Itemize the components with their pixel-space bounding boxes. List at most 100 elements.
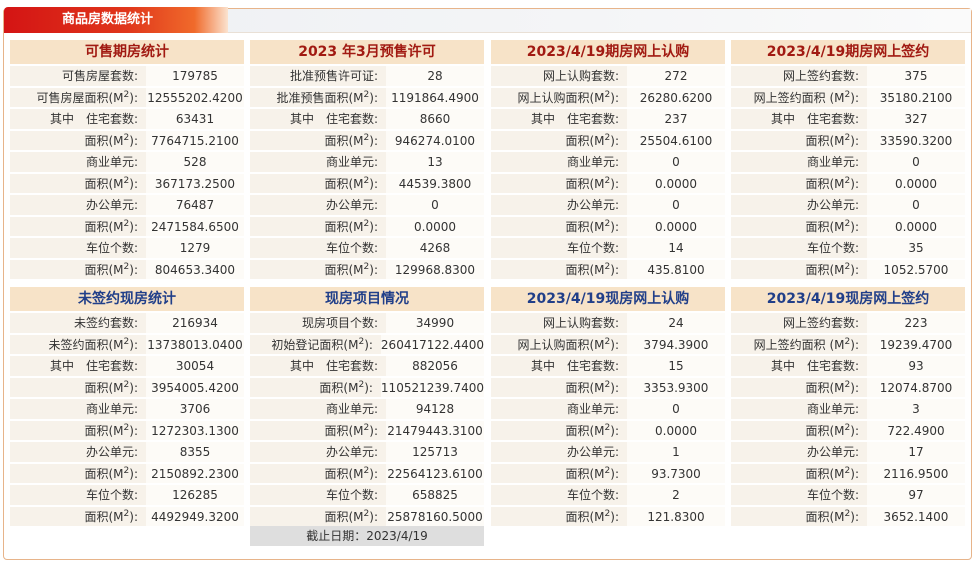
stat-label-text: 面积(M xyxy=(324,509,364,524)
stat-label-text: 网上认购面积(M xyxy=(517,337,605,352)
stat-label: 车位个数: xyxy=(10,238,146,258)
stat-label: 商业单元: xyxy=(10,152,146,172)
unit-superscript: 2 xyxy=(844,379,851,390)
unit-suffix: ): xyxy=(129,423,138,438)
stat-label: 面积(M2): xyxy=(250,377,381,397)
stat-label: 车位个数: xyxy=(10,485,146,505)
stat-label: 面积(M2): xyxy=(731,463,867,483)
unit-superscript: 2 xyxy=(123,261,130,272)
unit-suffix: ): xyxy=(369,423,378,438)
section-title-tab: 商品房数据统计 xyxy=(4,7,228,33)
unit-superscript: 2 xyxy=(123,465,130,476)
stat-value: 21479443.3100 xyxy=(386,420,484,440)
unit-suffix: ): xyxy=(850,380,859,395)
stat-value: 1272303.1300 xyxy=(146,420,244,440)
stat-row: 其中 住宅套数: 237 xyxy=(491,107,725,129)
panel-title: 可售期房统计 xyxy=(10,40,244,64)
stat-value: 22564123.6100 xyxy=(386,463,484,483)
stat-label-text: 面积(M xyxy=(805,133,845,148)
stat-value: 0 xyxy=(627,195,725,215)
stat-label-text: 面积(M xyxy=(324,423,364,438)
unit-superscript: 2 xyxy=(844,336,851,347)
stat-label: 商业单元: xyxy=(731,399,867,419)
stat-value: 1191864.4900 xyxy=(386,87,484,107)
stat-row: 面积(M2): 435.8100 xyxy=(491,257,725,279)
stat-label: 网上签约面积 (M2): xyxy=(731,87,867,107)
stat-row: 车位个数: 658825 xyxy=(250,483,484,505)
stat-value: 0.0000 xyxy=(867,216,965,236)
stat-value: 28 xyxy=(386,66,484,86)
stat-row: 车位个数: 126285 xyxy=(10,483,244,505)
stat-row: 网上认购面积(M2): 26280.6200 xyxy=(491,85,725,107)
stat-row: 面积(M2): 1052.5700 xyxy=(731,257,965,279)
stat-label: 面积(M2): xyxy=(250,130,386,150)
stat-label: 面积(M2): xyxy=(731,216,867,236)
stat-label-text: 现房项目个数: xyxy=(301,316,378,330)
unit-suffix: ): xyxy=(610,337,619,352)
stat-label: 办公单元: xyxy=(250,442,386,462)
stat-row: 面积(M2): 0.0000 xyxy=(731,171,965,193)
stat-label-text: 面积(M xyxy=(84,219,124,234)
stat-label: 办公单元: xyxy=(10,195,146,215)
stat-value: 33590.3200 xyxy=(867,130,965,150)
unit-superscript: 2 xyxy=(123,132,130,143)
stat-row: 面积(M2): 2150892.2300 xyxy=(10,461,244,483)
unit-superscript: 2 xyxy=(123,379,130,390)
stat-row: 面积(M2): 804653.3400 xyxy=(10,257,244,279)
stat-row: 批准预售许可证: 28 xyxy=(250,64,484,86)
stat-label-text: 商业单元: xyxy=(566,155,619,169)
stat-value: 0 xyxy=(867,195,965,215)
stat-label-text: 其中 住宅套数: xyxy=(49,359,138,373)
stat-row: 未签约面积(M2): 13738013.0400 xyxy=(10,332,244,354)
stat-label-text: 面积(M xyxy=(84,466,124,481)
stat-label: 未签约套数: xyxy=(10,313,146,333)
stat-row: 未签约套数: 216934 xyxy=(10,311,244,333)
stat-value: 0.0000 xyxy=(627,216,725,236)
unit-suffix: ): xyxy=(129,176,138,191)
unit-superscript: 2 xyxy=(844,261,851,272)
stat-label-text: 网上签约面积 (M xyxy=(753,337,845,352)
stat-row: 车位个数: 97 xyxy=(731,483,965,505)
stat-row: 面积(M2): 1272303.1300 xyxy=(10,418,244,440)
unit-suffix: ): xyxy=(129,466,138,481)
stat-label-text: 办公单元: xyxy=(325,445,378,459)
stat-label: 车位个数: xyxy=(491,485,627,505)
stat-label-text: 面积(M xyxy=(565,176,605,191)
stat-label: 可售房屋面积(M2): xyxy=(10,87,146,107)
stat-label-text: 办公单元: xyxy=(566,198,619,212)
unit-suffix: ): xyxy=(610,219,619,234)
stat-label: 面积(M2): xyxy=(10,420,146,440)
stat-label-text: 面积(M xyxy=(84,509,124,524)
stat-label-text: 面积(M xyxy=(84,380,124,395)
stat-row: 面积(M2): 0.0000 xyxy=(491,214,725,236)
stat-label-text: 办公单元: xyxy=(325,198,378,212)
unit-superscript: 2 xyxy=(363,218,370,229)
stat-row: 办公单元: 0 xyxy=(491,193,725,215)
stat-value: 0 xyxy=(627,399,725,419)
unit-superscript: 2 xyxy=(844,175,851,186)
stat-row: 办公单元: 76487 xyxy=(10,193,244,215)
stat-row: 面积(M2): 3652.1400 xyxy=(731,504,965,526)
stat-label: 面积(M2): xyxy=(491,130,627,150)
stat-label: 商业单元: xyxy=(250,399,386,419)
unit-suffix: ): xyxy=(610,133,619,148)
stat-row: 面积(M2): 25504.6100 xyxy=(491,128,725,150)
stat-row: 办公单元: 0 xyxy=(250,193,484,215)
stat-label: 车位个数: xyxy=(250,485,386,505)
stat-label: 商业单元: xyxy=(491,152,627,172)
stat-value: 528 xyxy=(146,152,244,172)
stat-label-text: 面积(M xyxy=(84,423,124,438)
stat-value: 0 xyxy=(386,195,484,215)
stats-panel-p5: 未签约现房统计 未签约套数: 216934 未签约面积(M2): 13738013.04… xyxy=(10,287,244,526)
stat-label: 未签约面积(M2): xyxy=(10,334,146,354)
unit-suffix: ): xyxy=(850,176,859,191)
stat-label-text: 面积(M xyxy=(324,219,364,234)
unit-suffix: ): xyxy=(129,337,138,352)
stat-label-text: 面积(M xyxy=(84,262,124,277)
stats-panel-p4: 2023/4/19期房网上签约 网上签约套数: 375 网上签约面积 (M2): 351… xyxy=(731,40,965,279)
unit-suffix: ): xyxy=(129,509,138,524)
stat-row: 网上认购套数: 272 xyxy=(491,64,725,86)
stat-label-text: 商业单元: xyxy=(806,402,859,416)
stat-label: 办公单元: xyxy=(491,442,627,462)
stat-row: 网上签约套数: 375 xyxy=(731,64,965,86)
